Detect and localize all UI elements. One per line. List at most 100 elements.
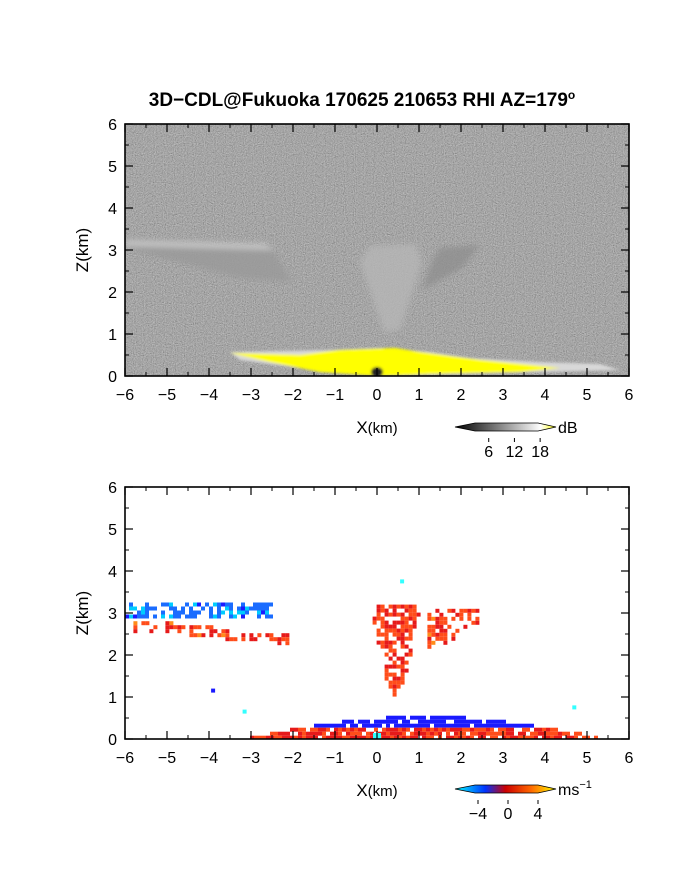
velocity-cell bbox=[522, 727, 526, 732]
velocity-cell bbox=[384, 636, 389, 641]
velocity-cell bbox=[470, 735, 474, 739]
velocity-cell bbox=[286, 731, 290, 736]
colorbar-bar bbox=[454, 422, 557, 432]
velocity-cell bbox=[177, 610, 181, 615]
velocity-cell bbox=[193, 610, 197, 615]
velocity-cell bbox=[153, 625, 158, 630]
velocity-cell bbox=[372, 620, 377, 625]
velocity-cell bbox=[435, 636, 440, 641]
velocity-cell bbox=[241, 602, 245, 607]
velocity-cell bbox=[414, 731, 418, 736]
x-tick-label: 4 bbox=[541, 387, 550, 404]
velocity-cell bbox=[380, 616, 385, 621]
velocity-cell bbox=[467, 616, 472, 621]
velocity-cell bbox=[408, 608, 413, 613]
velocity-cell bbox=[265, 610, 269, 615]
velocity-cell bbox=[242, 709, 247, 714]
velocity-cell bbox=[454, 715, 458, 720]
velocity-cell bbox=[400, 672, 405, 677]
x-tick-label: 2 bbox=[457, 750, 466, 767]
velocity-cell bbox=[431, 616, 436, 621]
velocity-cell bbox=[189, 614, 193, 619]
velocity-cell bbox=[446, 723, 450, 728]
velocity-cell bbox=[350, 731, 354, 736]
velocity-cell bbox=[229, 637, 234, 642]
velocity-cell bbox=[394, 735, 398, 739]
velocity-cell bbox=[400, 656, 405, 661]
velocity-cell bbox=[388, 680, 393, 685]
velocity-cell bbox=[426, 723, 430, 728]
velocity-cell bbox=[522, 723, 526, 728]
velocity-cell bbox=[463, 624, 468, 629]
velocity-cell bbox=[459, 608, 464, 613]
y-tick-label: 0 bbox=[108, 732, 117, 749]
x-tick-label: −3 bbox=[242, 387, 260, 404]
velocity-cell bbox=[129, 602, 133, 607]
velocity-cell bbox=[394, 723, 398, 728]
velocity-cell bbox=[326, 727, 330, 732]
velocity-cell bbox=[427, 632, 432, 637]
velocity-cell bbox=[400, 604, 405, 609]
velocity-cell bbox=[490, 727, 494, 732]
velocity-cell bbox=[388, 612, 393, 617]
velocity-cell bbox=[442, 723, 446, 728]
velocity-cell bbox=[322, 723, 326, 728]
x-tick-label: −2 bbox=[284, 387, 302, 404]
velocity-cell bbox=[370, 731, 374, 736]
velocity-cell bbox=[467, 608, 472, 613]
velocity-cell bbox=[458, 715, 462, 720]
velocity-cell bbox=[221, 629, 226, 634]
velocity-cell bbox=[294, 735, 298, 739]
velocity-cell bbox=[408, 612, 413, 617]
colorbar-tick-label: 4 bbox=[534, 806, 543, 823]
velocity-cell bbox=[370, 735, 374, 739]
velocity-cell bbox=[474, 723, 478, 728]
velocity-cell bbox=[372, 616, 377, 621]
velocity-cell bbox=[526, 727, 530, 732]
velocity-cell bbox=[450, 723, 454, 728]
velocity-cell bbox=[439, 612, 444, 617]
x-tick-label: −4 bbox=[200, 387, 218, 404]
velocity-cell bbox=[458, 723, 462, 728]
velocity-cell bbox=[378, 719, 382, 724]
velocity-cell bbox=[310, 731, 314, 736]
velocity-cell bbox=[133, 606, 137, 611]
velocity-cell bbox=[431, 632, 436, 637]
velocity-cell bbox=[209, 629, 214, 634]
velocity-cell bbox=[451, 632, 456, 637]
velocity-cell bbox=[173, 606, 177, 611]
velocity-cell bbox=[253, 637, 258, 642]
velocity-cell bbox=[265, 614, 269, 619]
velocity-cell bbox=[298, 727, 302, 732]
velocity-cell bbox=[322, 731, 326, 736]
velocity-cell bbox=[434, 719, 438, 724]
velocity-cell bbox=[404, 652, 409, 657]
x-tick-label: 0 bbox=[373, 750, 382, 767]
velocity-cell bbox=[447, 608, 452, 613]
velocity-cell bbox=[458, 719, 462, 724]
velocity-cell bbox=[314, 727, 318, 732]
velocity-cell bbox=[412, 624, 417, 629]
velocity-cell bbox=[241, 610, 245, 615]
velocity-cell bbox=[400, 680, 405, 685]
velocity-cell bbox=[458, 727, 462, 732]
velocity-cell bbox=[145, 610, 149, 615]
velocity-cell bbox=[422, 715, 426, 720]
velocity-cell bbox=[394, 727, 398, 732]
x-tick-label: −3 bbox=[242, 750, 260, 767]
velocity-cell bbox=[362, 723, 366, 728]
velocity-cell bbox=[189, 633, 194, 638]
velocity-cell bbox=[209, 625, 214, 630]
y-tick-label: 3 bbox=[108, 606, 117, 623]
left-band-upper-edge bbox=[125, 240, 275, 250]
velocity-cell bbox=[278, 735, 282, 739]
velocity-cell bbox=[392, 676, 397, 681]
velocity-cell bbox=[578, 731, 582, 736]
velocity-cell bbox=[494, 719, 498, 724]
velocity-cell bbox=[486, 731, 490, 736]
velocity-cell bbox=[169, 625, 174, 630]
velocity-cell bbox=[451, 608, 456, 613]
velocity-cell bbox=[386, 727, 390, 732]
velocity-cell bbox=[572, 705, 577, 710]
velocity-cell bbox=[265, 633, 270, 638]
